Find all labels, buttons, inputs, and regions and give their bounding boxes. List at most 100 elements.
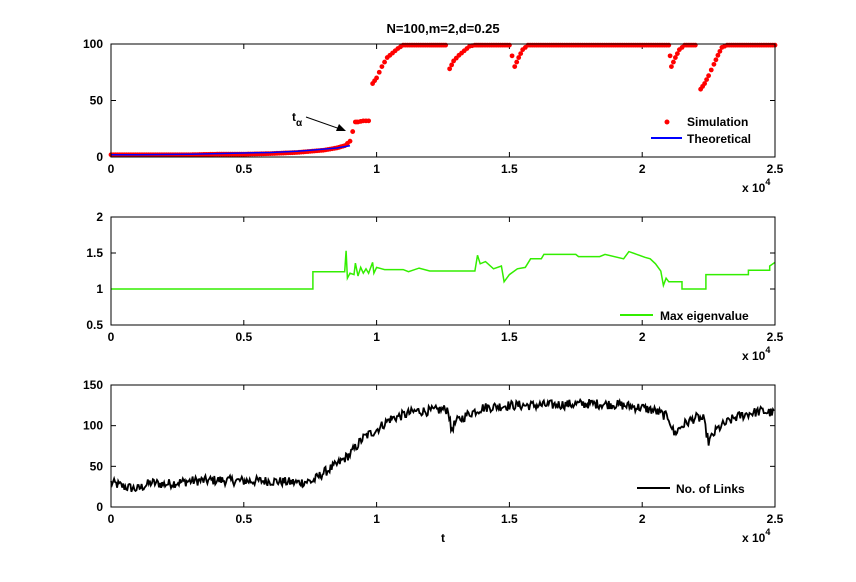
x-multiplier-base: x 10 [742,349,766,363]
data-point-simulation [674,51,680,57]
x-tick-label: 2.5 [767,162,784,176]
y-tick-label: 0 [96,150,103,164]
data-point-simulation [376,69,382,75]
data-point-simulation [667,53,673,59]
data-point-simulation [717,48,723,54]
plot-series [108,42,778,158]
data-point-simulation [507,42,512,48]
y-tick-label: 1 [96,282,103,296]
axis-ticks: 0 0.5 1 1.5 2 2.5 0 50 100 [83,37,784,176]
x-tick-label: 1 [373,330,380,344]
x-multiplier: x 104 [742,527,770,545]
x-tick-label: 2.5 [767,512,784,526]
plot-area [110,216,776,326]
annotation-t-alpha: tα [292,110,346,131]
legend-label-theoretical: Theoretical [687,132,751,146]
chart-title: N=100,m=2,d=0.25 [386,21,499,36]
data-point-simulation [509,53,515,59]
panel-population: N=100,m=2,d=0.25 0 0.5 1 1.5 2 2.5 0 50 100 x 10… [83,21,784,195]
data-point-simulation [708,67,714,73]
panel-eigenvalue: 0 0.5 1 1.5 2 2.5 0.5 1 1.5 2 x 104 Max eigenvalu… [86,210,783,363]
data-point-simulation [516,55,522,60]
x-multiplier-base: x 10 [742,181,766,195]
x-multiplier: x 104 [742,177,770,195]
axis-ticks: 0 0.5 1 1.5 2 2.5 0.5 1 1.5 2 [86,210,783,344]
x-tick-label: 1.5 [501,512,518,526]
legend: Simulation Theoretical [651,115,751,146]
data-point-simulation [382,59,387,65]
data-point-simulation [706,73,711,79]
annotation-label: tα [292,110,303,129]
x-tick-label: 0.5 [235,330,252,344]
data-point-simulation [669,64,674,69]
annotation-arrow [305,116,344,131]
data-point-simulation [443,42,449,48]
data-point-simulation [518,51,524,57]
y-tick-label: 50 [90,94,104,108]
x-multiplier-exp: 4 [765,177,770,187]
data-point-simulation [713,57,719,63]
y-tick-label: 1.5 [86,246,103,260]
data-point-simulation [671,59,676,65]
annotation-arrowhead [336,124,346,131]
series-line-eigenvalue [111,250,776,290]
x-tick-label: 0.5 [235,162,252,176]
x-multiplier-exp: 4 [765,527,770,537]
data-point-simulation [449,62,455,68]
y-tick-label: 100 [83,419,103,433]
x-tick-label: 1 [373,512,380,526]
data-point-simulation [512,64,518,69]
legend-label-simulation: Simulation [687,115,748,129]
plot-area [110,384,776,508]
x-tick-label: 2 [639,512,646,526]
plot-area [110,43,776,158]
panel-links: 0 0.5 1 1.5 2 2.5 0 50 100 150 t x 104 No. of Lin… [83,378,784,545]
legend-label-eigenvalue: Max eigenvalue [660,309,749,323]
plot-series [111,250,776,290]
data-point-simulation [447,66,453,72]
legend-marker-simulation [664,119,670,125]
data-point-simulation [673,55,678,60]
legend: Max eigenvalue [620,309,749,323]
x-tick-label: 0 [108,162,115,176]
legend-label-links: No. of Links [676,482,745,496]
x-multiplier: x 104 [742,345,770,363]
x-tick-label: 0 [108,512,115,526]
x-tick-label: 0.5 [235,512,252,526]
x-tick-label: 2 [639,330,646,344]
data-point-simulation [366,118,372,124]
y-tick-label: 150 [83,378,103,392]
series-line-links [110,397,775,493]
x-tick-label: 0 [108,330,115,344]
y-tick-label: 50 [90,459,104,473]
x-tick-label: 2.5 [767,330,784,344]
data-point-simulation [350,129,356,134]
y-tick-label: 2 [96,210,103,224]
data-point-simulation [514,59,520,65]
data-point-simulation [711,61,717,67]
data-point-simulation [692,42,698,48]
x-axis-label: t [441,531,445,545]
y-tick-label: 0 [96,500,103,514]
data-point-simulation [704,77,710,82]
x-tick-label: 1.5 [501,330,518,344]
x-tick-label: 1 [373,162,380,176]
y-tick-label: 100 [83,37,103,51]
y-tick-label: 0.5 [86,318,103,332]
data-point-simulation [379,64,385,69]
x-multiplier-exp: 4 [765,345,770,355]
plot-series [110,397,775,493]
series-line-theoretical [111,144,351,156]
legend: No. of Links [637,482,745,496]
data-point-simulation [666,42,672,48]
data-point-simulation [715,52,721,58]
data-point-simulation [702,81,708,86]
x-tick-label: 1.5 [501,162,518,176]
axis-ticks: 0 0.5 1 1.5 2 2.5 0 50 100 150 [83,378,784,526]
x-tick-label: 2 [639,162,646,176]
x-multiplier-base: x 10 [742,531,766,545]
data-point-simulation [347,138,353,144]
data-point-simulation [374,75,379,81]
